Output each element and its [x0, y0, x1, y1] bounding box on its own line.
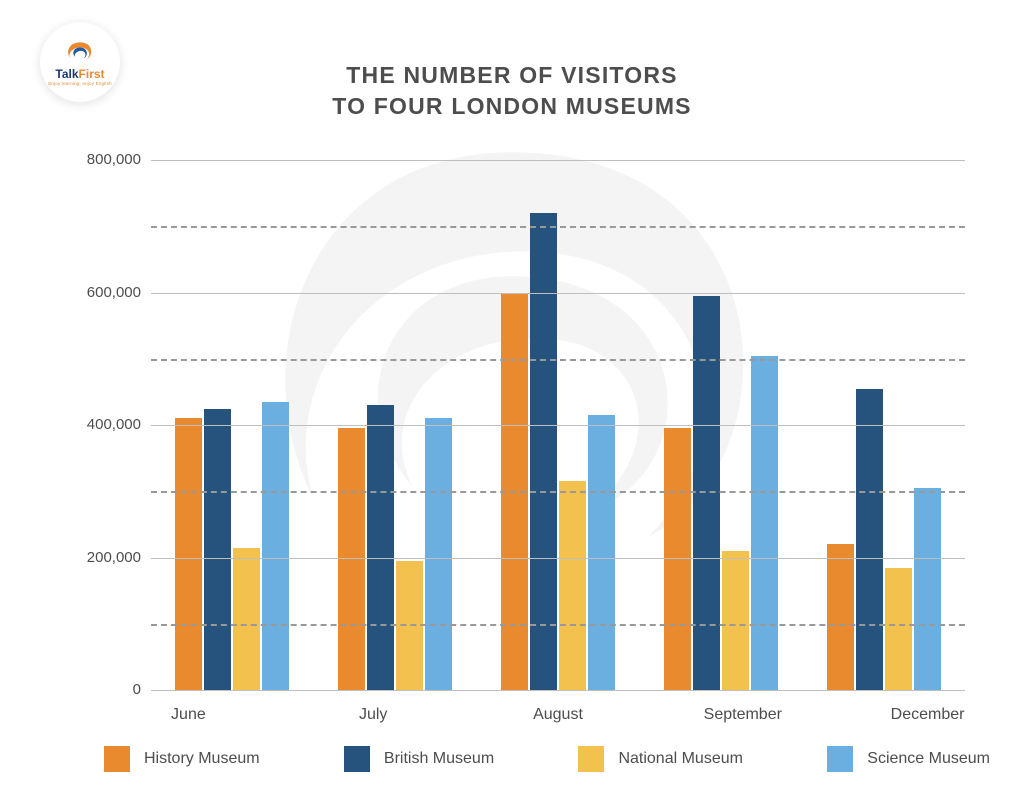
legend-item-history: History Museum — [104, 746, 260, 772]
bar-national — [722, 551, 749, 690]
bar-science — [914, 488, 941, 690]
bar-history — [827, 544, 854, 690]
bar-science — [588, 415, 615, 690]
x-tick-label: August — [466, 706, 651, 724]
gridline-solid — [151, 293, 965, 294]
x-axis-labels: JuneJulyAugustSeptemberDecember — [96, 706, 1020, 724]
chart-area: 0200,000400,000600,000800,000 — [55, 160, 969, 690]
bar-british — [204, 409, 231, 691]
legend-swatch — [344, 746, 370, 772]
bar-national — [559, 481, 586, 690]
gridline-solid — [151, 160, 965, 161]
gridline-dashed — [151, 624, 965, 626]
legend-item-british: British Museum — [344, 746, 494, 772]
gridline-dashed — [151, 226, 965, 228]
gridline-dashed — [151, 491, 965, 493]
logo-tagline: Enjoy learning, enjoy English — [48, 81, 112, 86]
bar-history — [175, 418, 202, 690]
chart-page: TalkFirst Enjoy learning, enjoy English … — [0, 0, 1024, 801]
title-line-2: TO FOUR LONDON MUSEUMS — [332, 93, 691, 119]
legend-label: National Museum — [618, 750, 743, 768]
bar-national — [233, 548, 260, 690]
y-tick-label: 800,000 — [55, 151, 141, 168]
legend-item-science: Science Museum — [827, 746, 990, 772]
x-tick-label: June — [96, 706, 281, 724]
x-tick-label: September — [650, 706, 835, 724]
legend-swatch — [578, 746, 604, 772]
gridline-solid — [151, 425, 965, 426]
y-tick-label: 600,000 — [55, 284, 141, 301]
x-tick-label: December — [835, 706, 1020, 724]
gridline-solid — [151, 690, 965, 691]
bar-national — [885, 568, 912, 691]
bar-british — [530, 213, 557, 690]
legend-item-national: National Museum — [578, 746, 743, 772]
bar-science — [751, 356, 778, 691]
title-line-1: THE NUMBER OF VISITORS — [346, 62, 677, 88]
y-tick-label: 400,000 — [55, 416, 141, 433]
x-tick-label: July — [281, 706, 466, 724]
logo-swirl-icon — [63, 39, 97, 65]
gridline-solid — [151, 558, 965, 559]
chart-title: THE NUMBER OF VISITORS TO FOUR LONDON MU… — [55, 60, 969, 122]
legend-label: History Museum — [144, 750, 260, 768]
logo-wordmark: TalkFirst — [55, 67, 104, 81]
legend-label: Science Museum — [867, 750, 990, 768]
plot-area — [151, 160, 965, 690]
legend-swatch — [827, 746, 853, 772]
y-tick-label: 200,000 — [55, 549, 141, 566]
logo-badge: TalkFirst Enjoy learning, enjoy English — [40, 22, 120, 102]
bar-science — [262, 402, 289, 690]
legend-swatch — [104, 746, 130, 772]
bar-science — [425, 418, 452, 690]
logo-brand-part1: Talk — [55, 67, 78, 81]
bar-history — [664, 428, 691, 690]
legend: History Museum British Museum National Mus… — [96, 746, 1020, 772]
y-tick-label: 0 — [55, 681, 141, 698]
bar-british — [856, 389, 883, 690]
bar-british — [367, 405, 394, 690]
legend-label: British Museum — [384, 750, 494, 768]
gridline-dashed — [151, 359, 965, 361]
logo-brand-part2: First — [79, 67, 105, 81]
bar-history — [338, 428, 365, 690]
